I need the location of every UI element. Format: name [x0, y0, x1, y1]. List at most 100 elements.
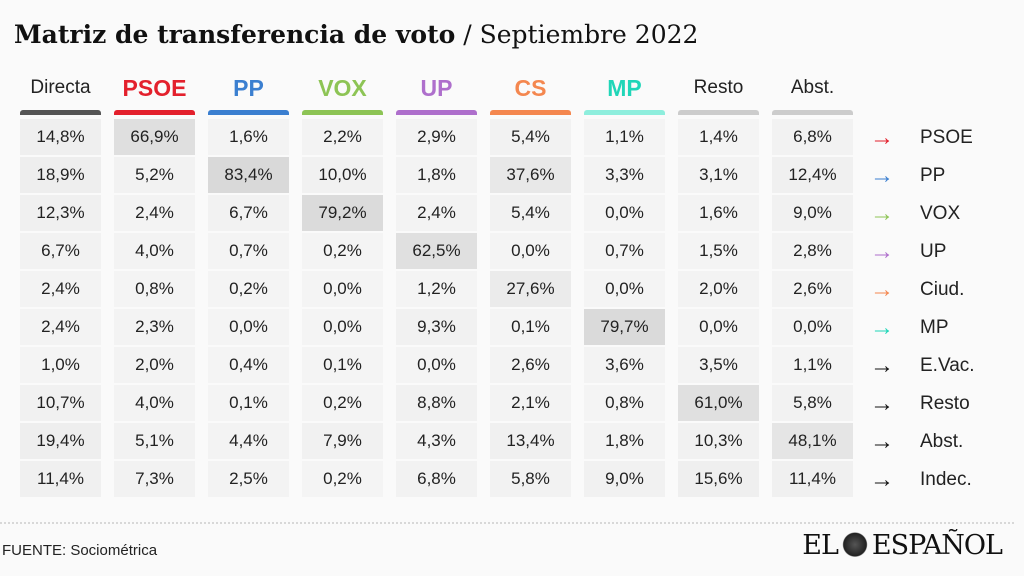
column-header-label: VOX — [318, 75, 367, 101]
table-cell: 61,0% — [678, 385, 759, 421]
arrow-right-icon: → — [870, 276, 894, 303]
arrow-right-icon: → — [870, 352, 894, 379]
table-cell: 6,8% — [772, 119, 853, 155]
table-cell: 0,2% — [302, 461, 383, 497]
row-label: → MP — [870, 310, 949, 346]
table-cell: 27,6% — [490, 271, 571, 307]
table-cell: 6,7% — [20, 233, 101, 269]
arrow-right-icon: → — [870, 124, 894, 151]
table-cell: 5,8% — [490, 461, 571, 497]
table-cell: 1,8% — [396, 157, 477, 193]
table-cell: 18,9% — [20, 157, 101, 193]
column-header-label: Resto — [693, 77, 744, 98]
table-cell: 1,4% — [678, 119, 759, 155]
title-main: Matriz de transferencia de voto — [14, 20, 456, 49]
table-cell: 0,0% — [772, 309, 853, 345]
table-cell: 2,0% — [678, 271, 759, 307]
column-color-bar — [208, 110, 289, 115]
column-header: PSOE — [114, 70, 195, 106]
column-header-label: MP — [607, 75, 642, 101]
table-cell: 7,9% — [302, 423, 383, 459]
table-cell: 2,0% — [114, 347, 195, 383]
table-cell: 0,0% — [208, 309, 289, 345]
logo-text-left: EL — [802, 530, 839, 561]
row-label-text: PP — [920, 165, 946, 186]
column-header: Directa — [20, 70, 101, 106]
row-label-text: PSOE — [920, 127, 973, 148]
table-cell: 0,2% — [302, 385, 383, 421]
table-cell: 0,8% — [114, 271, 195, 307]
table-cell: 5,8% — [772, 385, 853, 421]
column-header-label: PP — [233, 75, 264, 101]
column-color-bar — [396, 110, 477, 115]
logo-text-right: ESPAÑOL — [871, 530, 1003, 561]
table-cell: 7,3% — [114, 461, 195, 497]
row-label-text: Ciud. — [920, 279, 965, 300]
row-label: → Indec. — [870, 462, 972, 498]
table-cell: 0,0% — [584, 195, 665, 231]
row-label-text: UP — [920, 241, 947, 262]
column-header-label: CS — [514, 75, 547, 101]
arrow-right-icon: → — [870, 314, 894, 341]
table-cell: 0,2% — [208, 271, 289, 307]
column-header: MP — [584, 70, 665, 106]
row-label: → UP — [870, 234, 946, 270]
table-cell: 1,6% — [208, 119, 289, 155]
arrow-right-icon: → — [870, 162, 894, 189]
row-label-text: Abst. — [920, 431, 964, 452]
divider — [0, 522, 1014, 524]
table-cell: 11,4% — [772, 461, 853, 497]
table-cell: 2,8% — [772, 233, 853, 269]
row-label: → VOX — [870, 196, 960, 232]
table-cell: 3,1% — [678, 157, 759, 193]
table-cell: 8,8% — [396, 385, 477, 421]
table-cell: 0,4% — [208, 347, 289, 383]
title-subtitle: Septiembre 2022 — [479, 20, 699, 49]
table-cell: 4,0% — [114, 385, 195, 421]
row-label-text: E.Vac. — [920, 355, 975, 376]
table-cell: 0,8% — [584, 385, 665, 421]
row-label: → Resto — [870, 386, 970, 422]
lion-icon — [840, 531, 869, 560]
row-label: → Ciud. — [870, 272, 964, 308]
table-cell: 2,1% — [490, 385, 571, 421]
table-cell: 11,4% — [20, 461, 101, 497]
table-cell: 2,9% — [396, 119, 477, 155]
arrow-right-icon: → — [870, 466, 894, 493]
column-color-bar — [678, 110, 759, 115]
table-cell: 2,6% — [772, 271, 853, 307]
column-header-label: UP — [420, 75, 453, 101]
table-cell: 79,2% — [302, 195, 383, 231]
table-cell: 10,3% — [678, 423, 759, 459]
table-cell: 2,5% — [208, 461, 289, 497]
table-cell: 2,4% — [20, 309, 101, 345]
column-header: Resto — [678, 70, 759, 106]
table-cell: 66,9% — [114, 119, 195, 155]
column-header-label: PSOE — [122, 75, 187, 101]
table-cell: 9,0% — [772, 195, 853, 231]
table-cell: 0,7% — [208, 233, 289, 269]
table-cell: 19,4% — [20, 423, 101, 459]
table-cell: 0,0% — [396, 347, 477, 383]
table-cell: 15,6% — [678, 461, 759, 497]
table-cell: 5,4% — [490, 195, 571, 231]
table-cell: 2,4% — [20, 271, 101, 307]
el-espanol-logo: EL ESPAÑOL — [802, 530, 1003, 561]
table-cell: 6,8% — [396, 461, 477, 497]
column-color-bar — [584, 110, 665, 115]
table-cell: 1,0% — [20, 347, 101, 383]
column-color-bar — [490, 110, 571, 115]
column-header: CS — [490, 70, 571, 106]
table-cell: 0,0% — [584, 271, 665, 307]
table-cell: 13,4% — [490, 423, 571, 459]
table-cell: 0,0% — [302, 271, 383, 307]
column-header: VOX — [302, 70, 383, 106]
arrow-right-icon: → — [870, 238, 894, 265]
table-cell: 2,4% — [396, 195, 477, 231]
table-cell: 5,2% — [114, 157, 195, 193]
title-separator: / — [455, 20, 480, 49]
table-cell: 3,3% — [584, 157, 665, 193]
arrow-right-icon: → — [870, 200, 894, 227]
table-cell: 2,3% — [114, 309, 195, 345]
column-header: UP — [396, 70, 477, 106]
